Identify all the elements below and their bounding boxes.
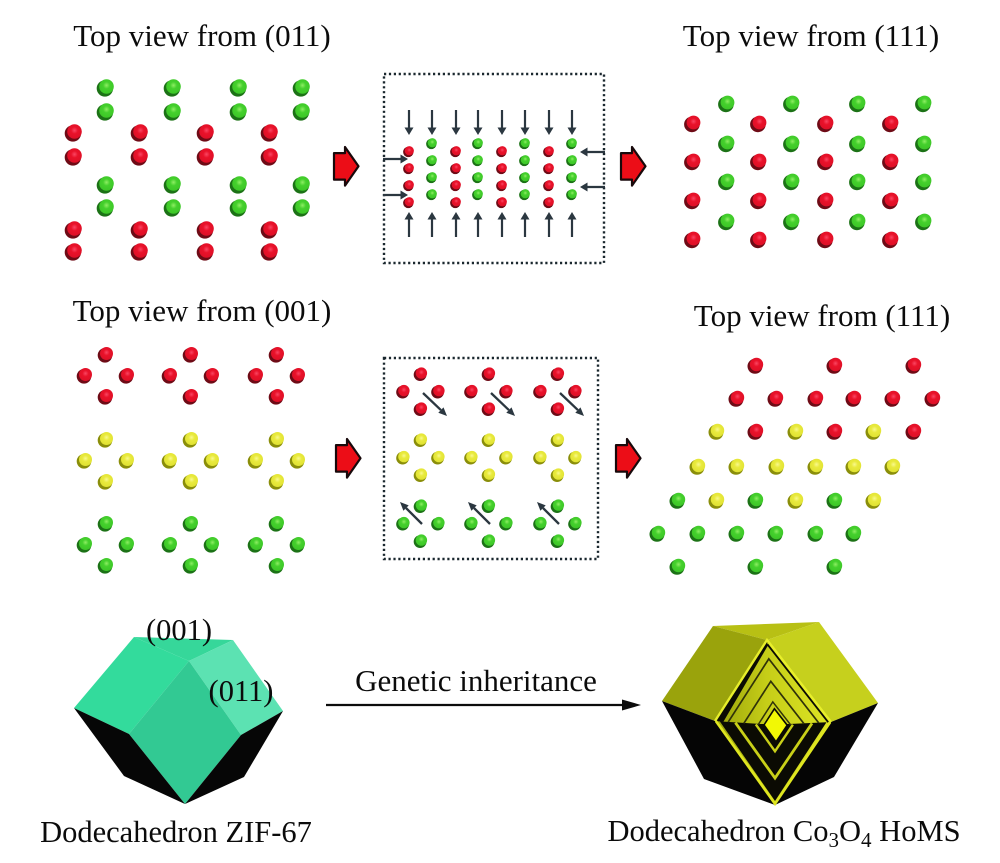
svg-text:Dodecahedron ZIF-67: Dodecahedron ZIF-67 <box>40 815 312 849</box>
svg-text:Top view from (001): Top view from (001) <box>73 293 332 328</box>
svg-text:(001): (001) <box>146 613 212 647</box>
svg-text:Top view from (111): Top view from (111) <box>683 18 939 53</box>
svg-text:Dodecahedron Co3O4 HoMS: Dodecahedron Co3O4 HoMS <box>607 814 960 852</box>
svg-text:(011): (011) <box>209 674 274 708</box>
svg-text:Genetic inheritance: Genetic inheritance <box>355 663 597 698</box>
svg-text:Top view from (011): Top view from (011) <box>73 18 331 53</box>
svg-text:Top view from (111): Top view from (111) <box>694 298 950 333</box>
